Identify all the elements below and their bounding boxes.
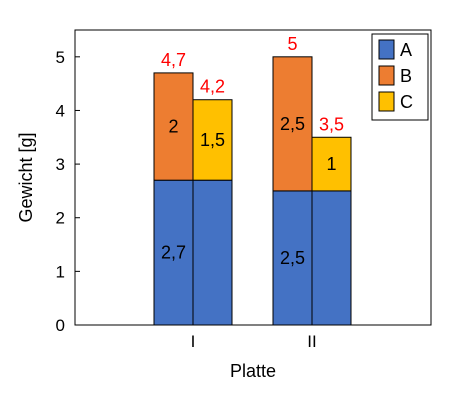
legend-swatch-C xyxy=(378,91,395,112)
segment-labels-layer: 2,7 2 1,5 2,5 2,5 1 xyxy=(161,114,337,268)
legend: ABC xyxy=(371,33,429,121)
plot-frame xyxy=(74,29,432,326)
segment-label: 2,7 xyxy=(161,243,186,263)
x-tick-label: II xyxy=(307,332,316,351)
bar-segment-I-1-C xyxy=(192,99,233,181)
legend-label-C: C xyxy=(400,92,413,112)
legend-label-A: A xyxy=(400,40,412,60)
x-axis-label: Platte xyxy=(230,361,276,381)
segment-label: 2,5 xyxy=(280,248,305,268)
y-axis-label: Gewicht [g] xyxy=(16,132,36,222)
total-label: 3,5 xyxy=(319,114,344,134)
y-tick-label: 0 xyxy=(56,316,65,335)
legend-swatch-A xyxy=(378,39,395,60)
bar-segment-II-1-A xyxy=(311,190,352,326)
total-label: 4,2 xyxy=(200,77,225,97)
bar-segment-II-0-B xyxy=(272,56,313,192)
x-tick-label: I xyxy=(191,332,196,351)
bar-segment-II-1-C xyxy=(311,136,352,192)
y-tick-label: 4 xyxy=(56,101,65,120)
y-tick-label: 2 xyxy=(56,209,65,228)
bar-segment-I-0-B xyxy=(153,72,194,181)
total-labels-layer: 4,7 4,2 5 3,5 xyxy=(161,34,344,134)
y-tick-label: 1 xyxy=(56,262,65,281)
segment-label: 2,5 xyxy=(280,114,305,134)
segment-label: 2 xyxy=(168,117,178,137)
segment-label: 1,5 xyxy=(200,130,225,150)
bar-segment-I-0-A xyxy=(153,179,194,326)
bars-layer xyxy=(153,56,352,326)
legend-label-B: B xyxy=(400,66,412,86)
total-label: 5 xyxy=(287,34,297,54)
y-tick-label: 5 xyxy=(56,48,65,67)
legend-swatch-B xyxy=(378,65,395,86)
y-tick-label: 3 xyxy=(56,155,65,174)
bar-segment-I-1-A xyxy=(192,179,233,326)
segment-label: 1 xyxy=(326,154,336,174)
total-label: 4,7 xyxy=(161,50,186,70)
